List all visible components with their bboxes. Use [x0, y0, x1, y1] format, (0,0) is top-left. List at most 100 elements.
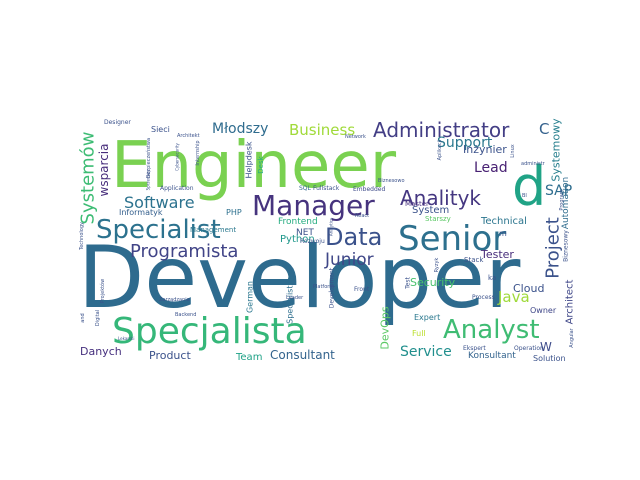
cloud-word-expert: Expert [414, 313, 440, 322]
cloud-word-danych: Danych [80, 345, 122, 358]
cloud-word-w: W [540, 340, 552, 354]
cloud-word-sap: SAP [545, 183, 572, 199]
cloud-word-project: Project [543, 217, 564, 279]
cloud-word-lead: Lead [474, 160, 508, 176]
cloud-word-programista: Programista [130, 241, 238, 262]
cloud-word-stack: Stack [464, 256, 484, 264]
cloud-word-platform: Platform [313, 284, 334, 290]
cloud-word-bi: BI [522, 193, 527, 199]
cloud-word-consultant: Consultant [270, 348, 335, 362]
cloud-word-german: German [246, 281, 255, 313]
cloud-word-data: Data [325, 223, 382, 251]
cloud-word-technology: Technology [79, 222, 85, 251]
cloud-word-biznesowy: Biznesowy [563, 230, 570, 262]
cloud-word-administr: administr [521, 161, 546, 167]
cloud-word-service: Service [400, 344, 452, 360]
cloud-word-operation: Operation [514, 345, 544, 352]
cloud-word-biznesowo: Biznesowo [378, 178, 405, 184]
cloud-word-and: and [80, 313, 86, 322]
cloud-word-business: Business [289, 121, 355, 139]
cloud-word-technical: Technical [480, 216, 527, 227]
cloud-word-engineer: Engineer [111, 129, 397, 203]
cloud-word-starszy: Starszy [425, 215, 451, 223]
cloud-word-systemow: Systemów [78, 132, 99, 225]
cloud-word-informatyk: Informatyk [119, 208, 163, 217]
cloud-word-designer: Designer [104, 119, 131, 126]
cloud-word-backend: Backend [175, 312, 196, 318]
cloud-word-analityk: Analityk [400, 186, 481, 210]
cloud-word-python: Python [280, 234, 315, 245]
cloud-word-tester: Tester [480, 248, 514, 261]
cloud-word-solution: Solution [533, 354, 566, 363]
cloud-word-specjalistka: Specjalistka [286, 276, 295, 324]
cloud-word-developer: Developer [78, 228, 521, 328]
cloud-word-inzynier: Inżynier [463, 143, 507, 156]
cloud-word-internship: Internship [195, 140, 201, 165]
cloud-word-support: Support [437, 135, 493, 151]
cloud-word-team: Team [235, 352, 262, 363]
cloud-word-analytics: Analytics [329, 218, 334, 236]
cloud-word-zarzadzania: Zarządzania [159, 297, 190, 303]
cloud-word-d: d [512, 155, 546, 218]
cloud-word-angular: Angular [569, 327, 575, 347]
cloud-word-embedded: Embedded [353, 186, 385, 193]
cloud-word-rozwoju: Rozwoju [300, 238, 325, 245]
cloud-word-master: Master [405, 200, 429, 208]
cloud-word-architect: Architect [565, 280, 576, 325]
cloud-word-sieci: Sieci [151, 125, 170, 134]
cloud-word-cybersecurity: Cybersecurity [175, 142, 180, 170]
cloud-word-sprzedazy: Sprzedaży [146, 169, 151, 190]
cloud-word-network: Network [345, 134, 366, 140]
cloud-word-react: React [355, 213, 369, 219]
cloud-word-full: Full [412, 329, 426, 338]
cloud-word-sql: SQL [299, 185, 312, 192]
cloud-word-security: Security [410, 276, 456, 289]
cloud-word-konsultant: Konsultant [468, 351, 516, 361]
cloud-word-junior: Junior [324, 250, 374, 270]
cloud-word-devops: DevOps [379, 306, 392, 349]
cloud-word-analyst: Analyst [443, 315, 540, 345]
cloud-word-product: Product [149, 349, 191, 362]
cloud-word-specialist: Specialist [96, 215, 221, 245]
cloud-word-ka: ka [488, 274, 496, 282]
cloud-word-cloud: Cloud [513, 282, 544, 295]
cloud-word-net: NET [296, 228, 314, 238]
cloud-word-frontend: Frontend [278, 217, 318, 227]
cloud-word-digital: Digital [95, 310, 101, 326]
cloud-word-systemowy: Systemowy [550, 118, 563, 182]
cloud-word-aplikacji: Aplikacji [437, 140, 443, 161]
cloud-word-manager: Manager [252, 189, 375, 222]
cloud-word-front: Front [354, 286, 370, 293]
cloud-word-program: Program [559, 189, 565, 210]
cloud-word-test: Test [405, 276, 412, 289]
cloud-word-owner: Owner [530, 306, 557, 315]
cloud-word-helpdesk: Helpdesk [245, 141, 254, 178]
cloud-word-application: Application [160, 185, 194, 192]
cloud-word-wsparcia: wsparcia [97, 144, 111, 197]
cloud-word-management: Management [190, 226, 236, 234]
cloud-word-software: Software [124, 193, 195, 212]
cloud-word-leader: Leader [286, 295, 304, 301]
cloud-word-mlodszy: Młodszy [212, 121, 268, 137]
cloud-word-java: Java [497, 288, 530, 306]
cloud-word-m: m [499, 229, 507, 238]
cloud-word-specjalista: Specjalista [112, 311, 307, 352]
cloud-word-architekt: Architekt [177, 133, 200, 139]
cloud-word-system: System [412, 205, 449, 216]
cloud-word-bezpieczenstwa: Bezpieczeństwa [145, 138, 152, 178]
cloud-word-senior: Senior [398, 219, 506, 259]
cloud-word-process: Process [472, 294, 495, 301]
cloud-word-projektow: Projektów [99, 279, 106, 303]
cloud-word-ryzyk: Ryzyk [434, 258, 440, 273]
cloud-word-c: C [539, 120, 549, 138]
cloud-word-development: Development [329, 267, 336, 308]
cloud-word-linux: Linux [510, 144, 516, 158]
cloud-word-desk: Desk [257, 155, 265, 173]
cloud-word-administrator: Administrator [373, 118, 510, 142]
cloud-word-lekarski: Lekarski [118, 336, 134, 341]
cloud-word-fullstack: Fullstack [313, 185, 340, 192]
cloud-word-ekspert: Ekspert [463, 345, 486, 352]
cloud-word-php: PHP [226, 208, 242, 217]
cloud-word-automation: Automation [561, 177, 571, 229]
